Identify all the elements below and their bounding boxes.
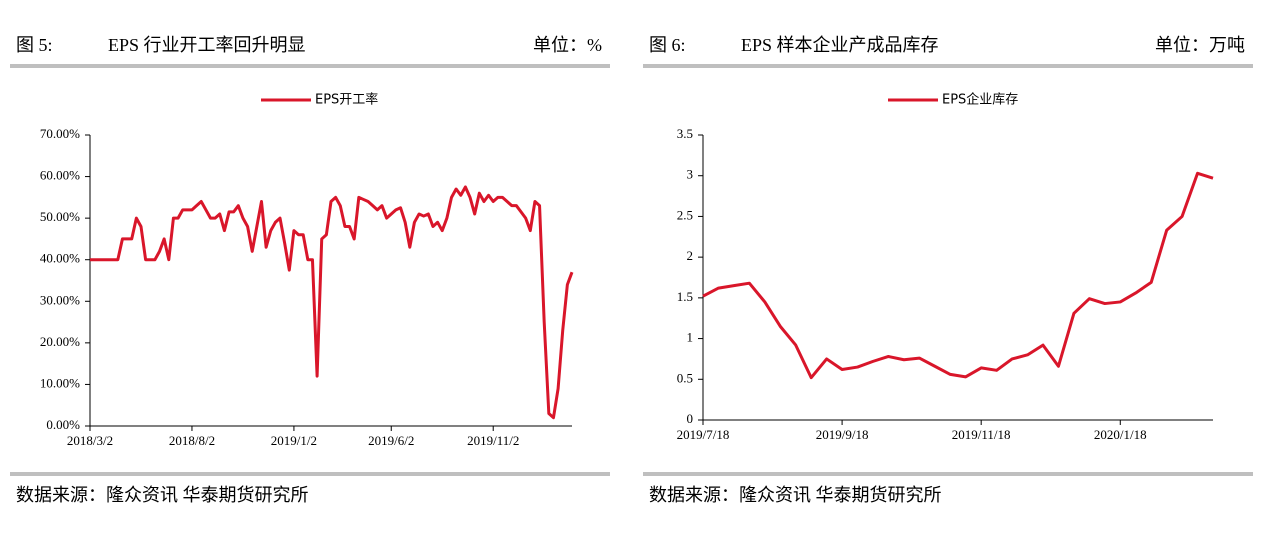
- y-tick-label: 1: [687, 330, 694, 345]
- x-tick-label: 2018/3/2: [67, 433, 113, 448]
- footer-rule: [10, 472, 610, 476]
- y-tick-label: 40.00%: [40, 251, 80, 266]
- x-tick-label: 2018/8/2: [169, 433, 215, 448]
- header-rule: [643, 64, 1253, 68]
- y-tick-label: 60.00%: [40, 168, 80, 183]
- x-tick-label: 2019/7/18: [677, 427, 730, 442]
- unit-label: 单位：万吨: [1155, 35, 1245, 55]
- source-note: 数据来源：隆众资讯 华泰期货研究所: [649, 485, 942, 505]
- chart-title: EPS 行业开工率回升明显: [108, 35, 306, 55]
- y-tick-label: 30.00%: [40, 292, 80, 307]
- x-tick-label: 2019/6/2: [368, 433, 414, 448]
- x-tick-label: 2020/1/18: [1094, 427, 1147, 442]
- chart-title: EPS 样本企业产成品库存: [741, 35, 939, 55]
- y-tick-label: 3: [687, 167, 694, 182]
- y-tick-label: 20.00%: [40, 334, 80, 349]
- data-line: [90, 185, 574, 420]
- y-tick-label: 2.5: [677, 207, 693, 222]
- header-rule: [10, 64, 610, 68]
- data-line: [702, 171, 1214, 380]
- x-tick-label: 2019/1/2: [271, 433, 317, 448]
- unit-label: 单位：%: [533, 35, 602, 55]
- footer-rule: [643, 472, 1253, 476]
- y-tick-label: 0.00%: [46, 417, 80, 432]
- x-tick-label: 2019/11/2: [467, 433, 519, 448]
- y-tick-label: 3.5: [677, 126, 693, 141]
- x-tick-label: 2019/11/18: [952, 427, 1011, 442]
- y-tick-label: 0.5: [677, 370, 693, 385]
- x-tick-label: 2019/9/18: [816, 427, 869, 442]
- figure-label: 图 6:: [649, 35, 686, 55]
- legend-label: EPS开工率: [315, 92, 378, 108]
- y-tick-label: 50.00%: [40, 209, 80, 224]
- y-tick-label: 1.5: [677, 289, 693, 304]
- legend-label: EPS企业库存: [942, 92, 1018, 108]
- y-tick-label: 10.00%: [40, 375, 80, 390]
- y-tick-label: 70.00%: [40, 126, 80, 141]
- figure-label: 图 5:: [16, 35, 53, 55]
- y-tick-label: 2: [687, 248, 694, 263]
- source-note: 数据来源：隆众资讯 华泰期货研究所: [16, 485, 309, 505]
- y-tick-label: 0: [687, 411, 694, 426]
